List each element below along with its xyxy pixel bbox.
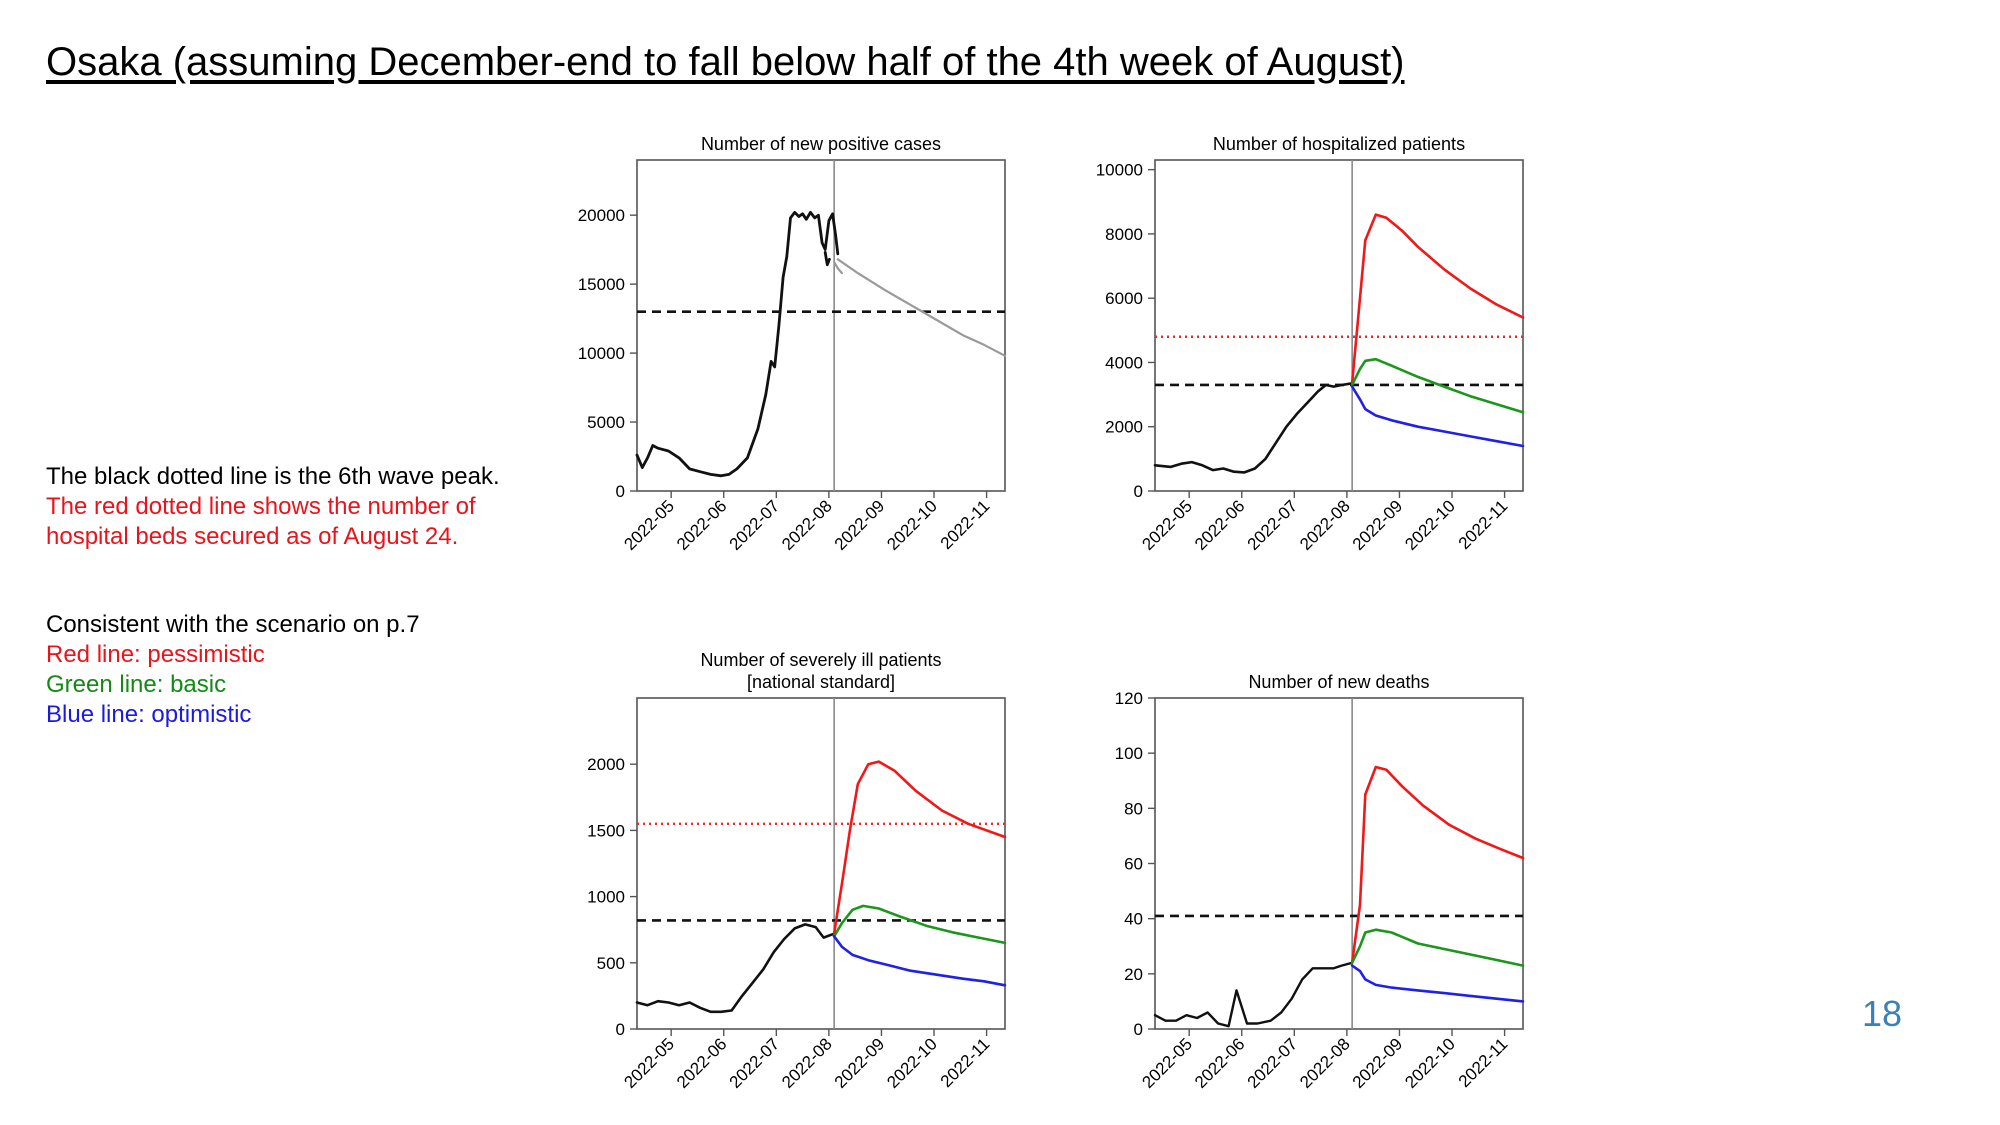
deaths-series-optimistic — [1350, 964, 1525, 1003]
hospitalized-series-actual — [1153, 381, 1354, 474]
deaths-x-tick-label: 2022-10 — [1401, 1034, 1459, 1092]
severely-ill-title-line: [national standard] — [747, 672, 895, 692]
severely-ill-y-tick-label: 0 — [616, 1020, 625, 1039]
scenario-legend: Consistent with the scenario on p.7 Red … — [46, 610, 420, 730]
positive-cases-y-tick-label: 10000 — [578, 344, 625, 363]
deaths-y-tick-label: 120 — [1115, 689, 1143, 708]
deaths-x-tick-label: 2022-05 — [1138, 1034, 1196, 1092]
severely-ill-series-pessimistic — [832, 760, 1007, 936]
deaths-series-basic — [1350, 928, 1525, 967]
deaths-y-tick-label: 20 — [1124, 965, 1143, 984]
page-number: 18 — [1862, 993, 1903, 1034]
legend-item-optimistic: Blue line: optimistic — [46, 701, 252, 728]
legend-heading: Consistent with the scenario on p.7 — [46, 611, 420, 638]
hospitalized-y-tick-label: 10000 — [1096, 161, 1143, 180]
deaths-series-actual — [1153, 961, 1354, 1028]
positive-cases-y-tick-label: 5000 — [587, 413, 625, 432]
deaths-series-pessimistic — [1350, 765, 1525, 965]
severely-ill-y-tick-label: 1000 — [587, 888, 625, 907]
hospitalized-y-tick-label: 0 — [1134, 482, 1143, 501]
hospitalized-series-pessimistic — [1350, 213, 1525, 385]
deaths-y-tick-label: 0 — [1134, 1020, 1143, 1039]
severely-ill-series-basic — [832, 904, 1007, 945]
hospitalized-y-tick-label: 2000 — [1105, 418, 1143, 437]
positive-cases-y-tick-label: 0 — [616, 482, 625, 501]
deaths-y-tick-label: 40 — [1124, 910, 1143, 929]
severely-ill-series-actual — [635, 923, 836, 1014]
severely-ill-y-tick-label: 1500 — [587, 821, 625, 840]
positive-cases-series-actual — [635, 210, 840, 478]
deaths-y-tick-label: 60 — [1124, 855, 1143, 874]
severely-ill-plot-frame — [636, 697, 1006, 1030]
hospitalized-y-tick-label: 8000 — [1105, 225, 1143, 244]
hospitalized-series-basic — [1350, 357, 1525, 414]
deaths-x-tick-label: 2022-08 — [1296, 1034, 1354, 1092]
positive-cases-title-line: Number of new positive cases — [701, 134, 941, 154]
hospitalized-y-tick-label: 4000 — [1105, 353, 1143, 372]
positive-cases-series-actual — [823, 250, 831, 267]
severely-ill-y-tick-label: 500 — [597, 954, 625, 973]
reference-line-notes: The black dotted line is the 6th wave pe… — [46, 462, 500, 552]
deaths-x-tick-label: 2022-11 — [1455, 1034, 1512, 1091]
hospitalized-plot-frame — [1154, 159, 1524, 492]
positive-cases-series-projection — [836, 258, 1007, 357]
deaths-y-tick-label: 80 — [1124, 799, 1143, 818]
positive-cases-y-tick-label: 20000 — [578, 206, 625, 225]
severely-ill-title-line: Number of severely ill patients — [700, 650, 941, 670]
deaths-y-tick-label: 100 — [1115, 744, 1143, 763]
deaths-x-tick-label: 2022-06 — [1191, 1034, 1249, 1092]
slide-title: Osaka (assuming December-end to fall bel… — [46, 40, 1405, 84]
hospitalized-series-optimistic — [1350, 385, 1525, 448]
legend-item-basic: Green line: basic — [46, 671, 227, 698]
deaths-title-line: Number of new deaths — [1248, 672, 1429, 692]
deaths-x-tick-label: 2022-09 — [1349, 1034, 1407, 1092]
hospitalized-y-tick-label: 6000 — [1105, 289, 1143, 308]
hospitalized-title-line: Number of hospitalized patients — [1213, 134, 1465, 154]
note-red-line-1: The red dotted line shows the number of — [46, 493, 476, 520]
positive-cases-series-projection — [832, 261, 844, 275]
legend-item-pessimistic: Red line: pessimistic — [46, 641, 265, 668]
positive-cases-plot-frame — [636, 159, 1006, 492]
positive-cases-y-tick-label: 15000 — [578, 275, 625, 294]
note-red-line-2: hospital beds secured as of August 24. — [46, 523, 459, 550]
deaths-plot-frame — [1154, 697, 1524, 1030]
deaths-x-tick-label: 2022-07 — [1244, 1034, 1302, 1092]
severely-ill-series-optimistic — [832, 934, 1007, 987]
note-black-line: The black dotted line is the 6th wave pe… — [46, 463, 500, 490]
severely-ill-y-tick-label: 2000 — [587, 755, 625, 774]
